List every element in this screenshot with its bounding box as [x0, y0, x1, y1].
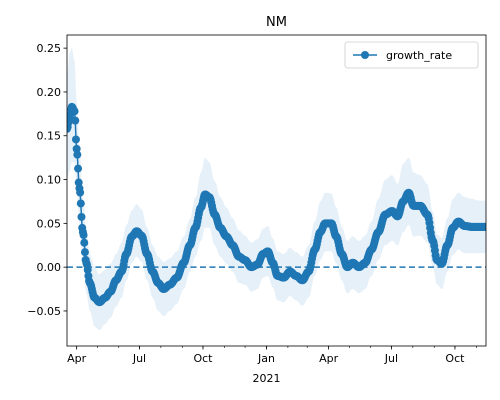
- axes: −0.05 0.00 0.05 0.10 0.15 0.20 0.25 Apr Jul Oct Ja…: [27, 34, 487, 385]
- y-tick-label: −0.05: [27, 305, 61, 318]
- confidence-band: [67, 48, 486, 331]
- growth-rate-point: [74, 164, 83, 173]
- legend: growth_rate: [344, 41, 479, 69]
- growth-rate-point: [76, 199, 85, 208]
- plot-area: [67, 48, 486, 331]
- x-year-label: 2021: [252, 372, 280, 385]
- y-tick-label: 0.15: [37, 130, 62, 143]
- legend-box: [344, 41, 479, 69]
- legend-marker: [361, 51, 369, 59]
- plot-inner: [67, 48, 486, 331]
- growth-rate-point: [71, 135, 80, 144]
- growth-rate-markers: [67, 102, 486, 307]
- y-tick-label: 0.20: [37, 86, 62, 99]
- x-tick-label: Apr: [319, 352, 339, 365]
- y-tick-label: 0.05: [37, 217, 62, 230]
- growth-rate-point: [77, 212, 86, 221]
- x-tick-label: Oct: [193, 352, 213, 365]
- x-tick-label: Jan: [257, 352, 275, 365]
- x-tick-label: Oct: [445, 352, 465, 365]
- x-tick-label: Apr: [67, 352, 87, 365]
- legend-label: growth_rate: [386, 49, 452, 62]
- growth-rate-point: [80, 238, 89, 247]
- y-tick-label: 0.10: [37, 174, 62, 187]
- growth-rate-point: [482, 222, 486, 231]
- plot-frame: [66, 34, 487, 347]
- x-tick-label: Jul: [384, 352, 398, 365]
- growth-rate-point: [79, 231, 88, 240]
- growth-rate-point: [76, 188, 85, 197]
- growth-rate-point: [80, 248, 89, 257]
- x-tick-label: Jul: [132, 352, 146, 365]
- growth-rate-point: [73, 150, 82, 159]
- y-tick-label: 0.00: [37, 261, 62, 274]
- growth-rate-point: [71, 116, 80, 125]
- chart-title: NM: [266, 15, 287, 30]
- growth-rate-point: [70, 107, 79, 116]
- y-tick-label: 0.25: [37, 42, 62, 55]
- growth-rate-point: [83, 265, 92, 274]
